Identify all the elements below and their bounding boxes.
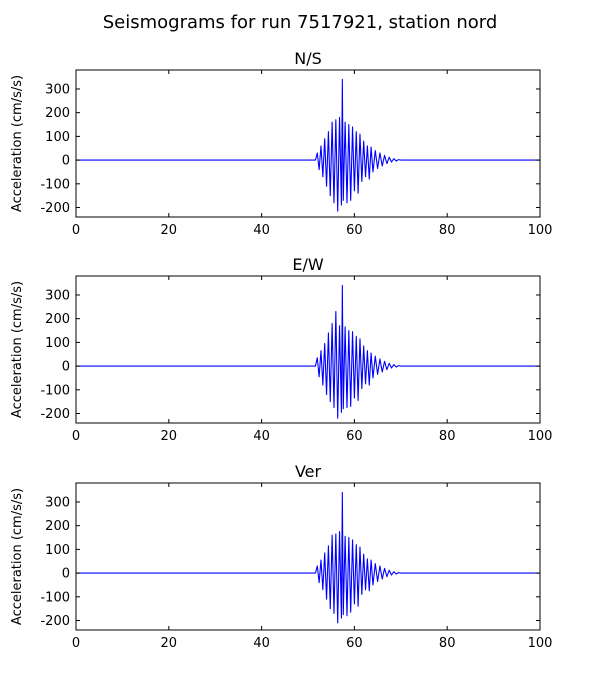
panel-title: Ver bbox=[295, 462, 322, 481]
x-tick-label: 100 bbox=[528, 636, 553, 651]
panel-ns: N/S Acceleration (cm/s/s) 0 20 40 60 80 100 -2… bbox=[10, 49, 552, 238]
series-line bbox=[76, 491, 540, 624]
x-tick-label: 40 bbox=[253, 636, 270, 651]
panel-ver: Ver Acceleration (cm/s/s) 0 20 40 60 80 100 -2… bbox=[10, 462, 552, 651]
x-tick-label: 20 bbox=[161, 429, 178, 444]
y-tick-label: 300 bbox=[45, 82, 70, 97]
series-line bbox=[76, 78, 540, 212]
x-tick-label: 0 bbox=[72, 429, 80, 444]
x-tick-label: 60 bbox=[346, 636, 363, 651]
y-tick-label: -100 bbox=[40, 590, 70, 605]
y-tick-label: -100 bbox=[40, 177, 70, 192]
plot-frame bbox=[75, 69, 541, 218]
x-tick-label: 100 bbox=[528, 429, 553, 444]
plot-frame bbox=[75, 482, 541, 631]
y-tick-label: 200 bbox=[45, 106, 70, 121]
y-axis-label: Acceleration (cm/s/s) bbox=[10, 75, 25, 212]
y-tick-label: 0 bbox=[62, 360, 70, 375]
figure-title: Seismograms for run 7517921, station nor… bbox=[103, 12, 498, 33]
y-tick-label: 100 bbox=[45, 336, 70, 351]
y-tick-label: 300 bbox=[45, 495, 70, 510]
x-tick-label: 60 bbox=[346, 429, 363, 444]
panel-title: N/S bbox=[294, 49, 322, 68]
y-tick-label: -200 bbox=[40, 614, 70, 629]
x-tick-label: 80 bbox=[439, 636, 456, 651]
panel-title: E/W bbox=[292, 255, 324, 274]
y-tick-label: -200 bbox=[40, 407, 70, 422]
y-tick-label: -200 bbox=[40, 201, 70, 216]
y-tick-label: 200 bbox=[45, 312, 70, 327]
y-tick-label: 300 bbox=[45, 288, 70, 303]
x-tick-label: 20 bbox=[161, 636, 178, 651]
y-tick-label: 0 bbox=[62, 567, 70, 582]
panel-ew: E/W Acceleration (cm/s/s) 0 20 40 60 80 100 -2… bbox=[10, 255, 552, 444]
y-tick-label: -100 bbox=[40, 383, 70, 398]
x-tick-label: 20 bbox=[161, 223, 178, 238]
x-tick-label: 40 bbox=[253, 429, 270, 444]
x-tick-label: 100 bbox=[528, 223, 553, 238]
x-tick-label: 0 bbox=[72, 223, 80, 238]
y-axis-label: Acceleration (cm/s/s) bbox=[10, 488, 25, 625]
x-tick-label: 80 bbox=[439, 429, 456, 444]
y-tick-label: 100 bbox=[45, 543, 70, 558]
x-tick-label: 60 bbox=[346, 223, 363, 238]
plot-frame bbox=[75, 275, 541, 424]
y-axis-label: Acceleration (cm/s/s) bbox=[10, 281, 25, 418]
x-tick-label: 0 bbox=[72, 636, 80, 651]
series-line bbox=[76, 284, 540, 419]
y-tick-label: 200 bbox=[45, 519, 70, 534]
x-tick-label: 40 bbox=[253, 223, 270, 238]
y-tick-label: 0 bbox=[62, 154, 70, 169]
y-tick-label: 100 bbox=[45, 130, 70, 145]
x-tick-label: 80 bbox=[439, 223, 456, 238]
